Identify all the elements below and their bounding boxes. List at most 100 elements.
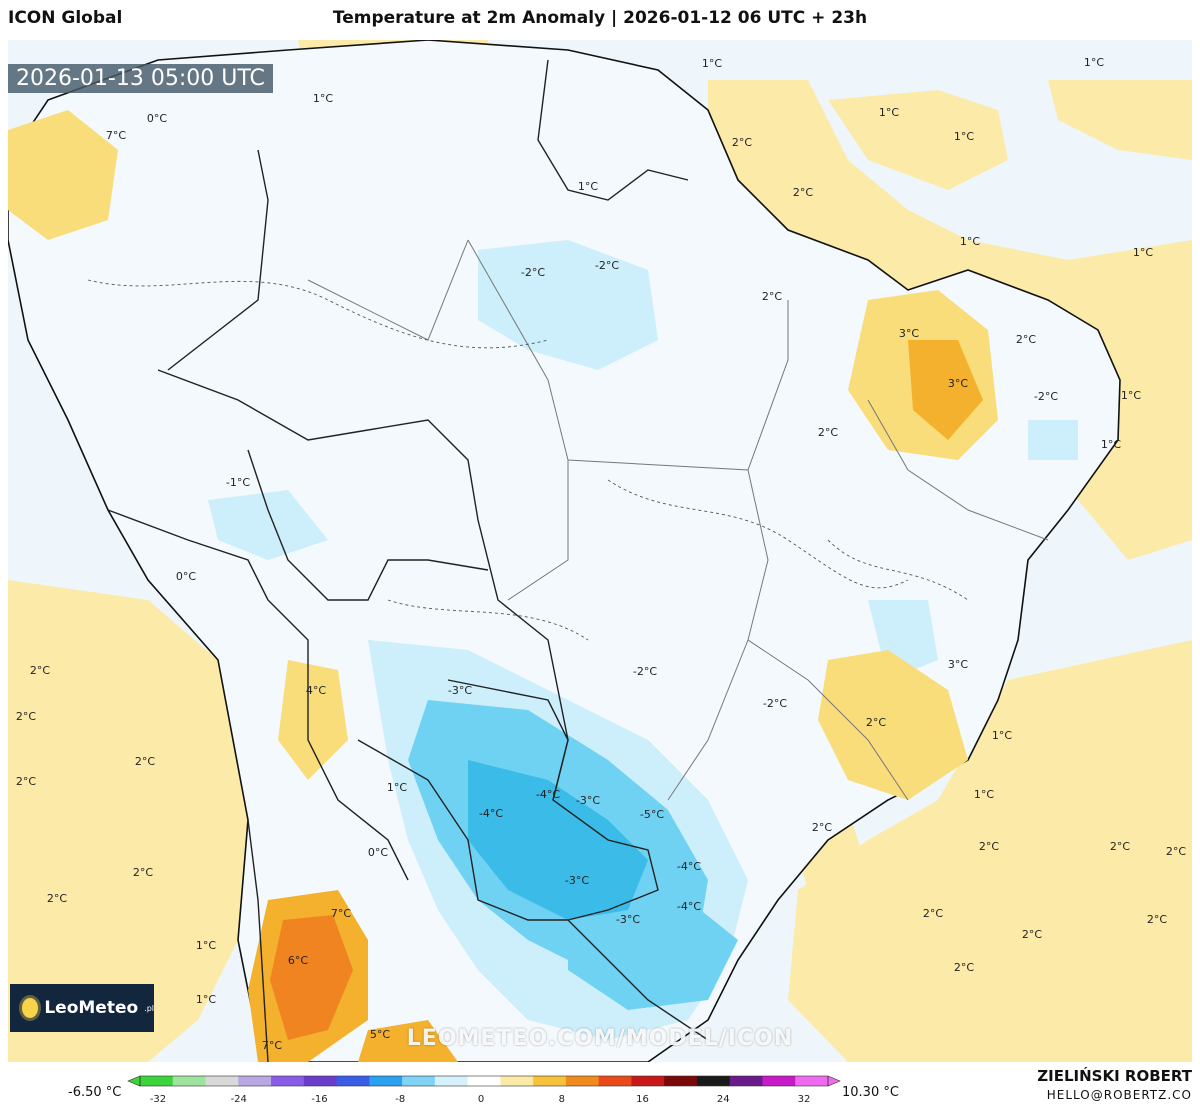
contour-label: 2°C (979, 840, 999, 853)
sun-icon (22, 998, 39, 1018)
footer: -32 -24 -16 -8 0 8 16 24 32 (0, 1062, 1200, 1108)
contour-label: 0°C (147, 112, 167, 125)
color-scale: -32 -24 -16 -8 0 8 16 24 32 (127, 1075, 841, 1105)
contour-label: 1°C (196, 939, 216, 952)
contour-label: 6°C (288, 954, 308, 967)
contour-label: 2°C (954, 961, 974, 974)
contour-label: 2°C (1147, 913, 1167, 926)
scale-max-label: 10.30 °C (842, 1085, 899, 1100)
contour-label: -4°C (677, 900, 701, 913)
scale-end-arrow (127, 1075, 141, 1087)
contour-label: 2°C (47, 892, 67, 905)
scale-swatch (795, 1076, 829, 1086)
contour-label: 1°C (1121, 389, 1141, 402)
contour-label: -2°C (595, 259, 619, 272)
scale-swatch (172, 1076, 207, 1086)
contour-label: 2°C (16, 775, 36, 788)
contour-label: 3°C (948, 658, 968, 671)
logo-text: LeoMeteo (44, 998, 139, 1018)
contour-label: 7°C (262, 1039, 282, 1052)
contour-label: 1°C (1084, 56, 1104, 69)
contour-label: 1°C (387, 781, 407, 794)
scale-swatch (303, 1076, 338, 1086)
scale-tick-label: 24 (717, 1094, 730, 1105)
watermark: LEOMETEO.COM/MODEL/ICON (406, 1026, 794, 1051)
contour-label: 2°C (135, 755, 155, 768)
valid-time-badge: 2026-01-13 05:00 UTC (8, 64, 273, 93)
contour-label: 2°C (16, 710, 36, 723)
scale-swatch (500, 1076, 534, 1086)
contour-label: 2°C (1166, 845, 1186, 858)
scale-swatch (402, 1076, 436, 1086)
author-name: ZIELIŃSKI ROBERT (1037, 1067, 1192, 1085)
contour-label: 2°C (1110, 840, 1130, 853)
scale-swatch (140, 1076, 174, 1086)
state-borders (307, 239, 1049, 801)
contour-label: 1°C (974, 788, 994, 801)
contour-label: 1°C (196, 993, 216, 1006)
scale-tick-label: -16 (311, 1094, 327, 1105)
coldest-areas (468, 760, 648, 920)
scale-swatch (336, 1076, 370, 1086)
contour-label: 7°C (331, 907, 351, 920)
contour-label: 2°C (793, 186, 813, 199)
contour-label: 2°C (1016, 333, 1036, 346)
contour-label: -3°C (616, 913, 640, 926)
country-borders (107, 59, 709, 1062)
scale-swatch (729, 1076, 763, 1086)
contour-label: -3°C (448, 684, 472, 697)
contour-label: -4°C (536, 788, 560, 801)
scale-tick-label: 32 (798, 1094, 811, 1105)
continent-land (8, 40, 1121, 1062)
contour-label: -2°C (763, 697, 787, 710)
leometeo-logo: LeoMeteo .pl (10, 984, 154, 1032)
scale-tick-label: 0 (478, 1094, 484, 1105)
scale-swatch (565, 1076, 600, 1086)
scale-swatch (696, 1076, 731, 1086)
contour-label: 0°C (368, 846, 388, 859)
anomaly-map: 1°C 1°C 0°C 1°C 1°C 1°C 7°C 2°C 1°C 2°C 1°C 1°C -2°C… (8, 40, 1192, 1062)
contour-labels: 1°C 1°C 0°C 1°C 1°C 1°C 7°C 2°C 1°C 2°C 1°C 1°C -2°C… (16, 56, 1186, 1052)
scale-swatch (664, 1076, 698, 1086)
contour-label: 0°C (176, 570, 196, 583)
contour-label: -3°C (565, 874, 589, 887)
contour-label: 1°C (578, 180, 598, 193)
scale-swatch (205, 1076, 239, 1086)
contour-label: 2°C (866, 716, 886, 729)
contour-label: 2°C (818, 426, 838, 439)
scale-outline (139, 1075, 829, 1087)
contour-label: -2°C (521, 266, 545, 279)
scale-tick-label: -32 (150, 1094, 166, 1105)
contour-label: 2°C (762, 290, 782, 303)
contour-label: 1°C (960, 235, 980, 248)
contour-label: 1°C (702, 57, 722, 70)
contour-label: -2°C (633, 665, 657, 678)
contour-label: 2°C (133, 866, 153, 879)
scale-swatch (533, 1076, 567, 1086)
scale-swatch (369, 1076, 403, 1086)
scale-swatch (762, 1076, 796, 1086)
contour-label: 3°C (948, 377, 968, 390)
scale-tick-label: 16 (636, 1094, 649, 1105)
contour-label: 1°C (879, 106, 899, 119)
scale-end-arrow (827, 1075, 841, 1087)
scale-swatch (631, 1076, 665, 1086)
scale-swatch (467, 1076, 501, 1086)
scale-tick-label: -24 (231, 1094, 247, 1105)
scale-swatch (238, 1076, 272, 1086)
map-title: Temperature at 2m Anomaly | 2026-01-12 0… (332, 8, 868, 28)
contour-label: 1°C (954, 130, 974, 143)
contour-label: 2°C (1022, 928, 1042, 941)
contour-label: -5°C (640, 808, 664, 821)
contour-label: 1°C (992, 729, 1012, 742)
land-very-hot-areas (270, 915, 353, 1040)
scale-swatch (598, 1076, 632, 1086)
scale-swatch (434, 1076, 469, 1086)
logo-suffix: .pl (144, 1003, 154, 1013)
contour-label: -1°C (226, 476, 250, 489)
contour-label: 1°C (1101, 438, 1121, 451)
contour-label: 3°C (899, 327, 919, 340)
scale-tick-label: -8 (395, 1094, 405, 1105)
contour-label: 4°C (306, 684, 326, 697)
contour-label: 1°C (313, 92, 333, 105)
